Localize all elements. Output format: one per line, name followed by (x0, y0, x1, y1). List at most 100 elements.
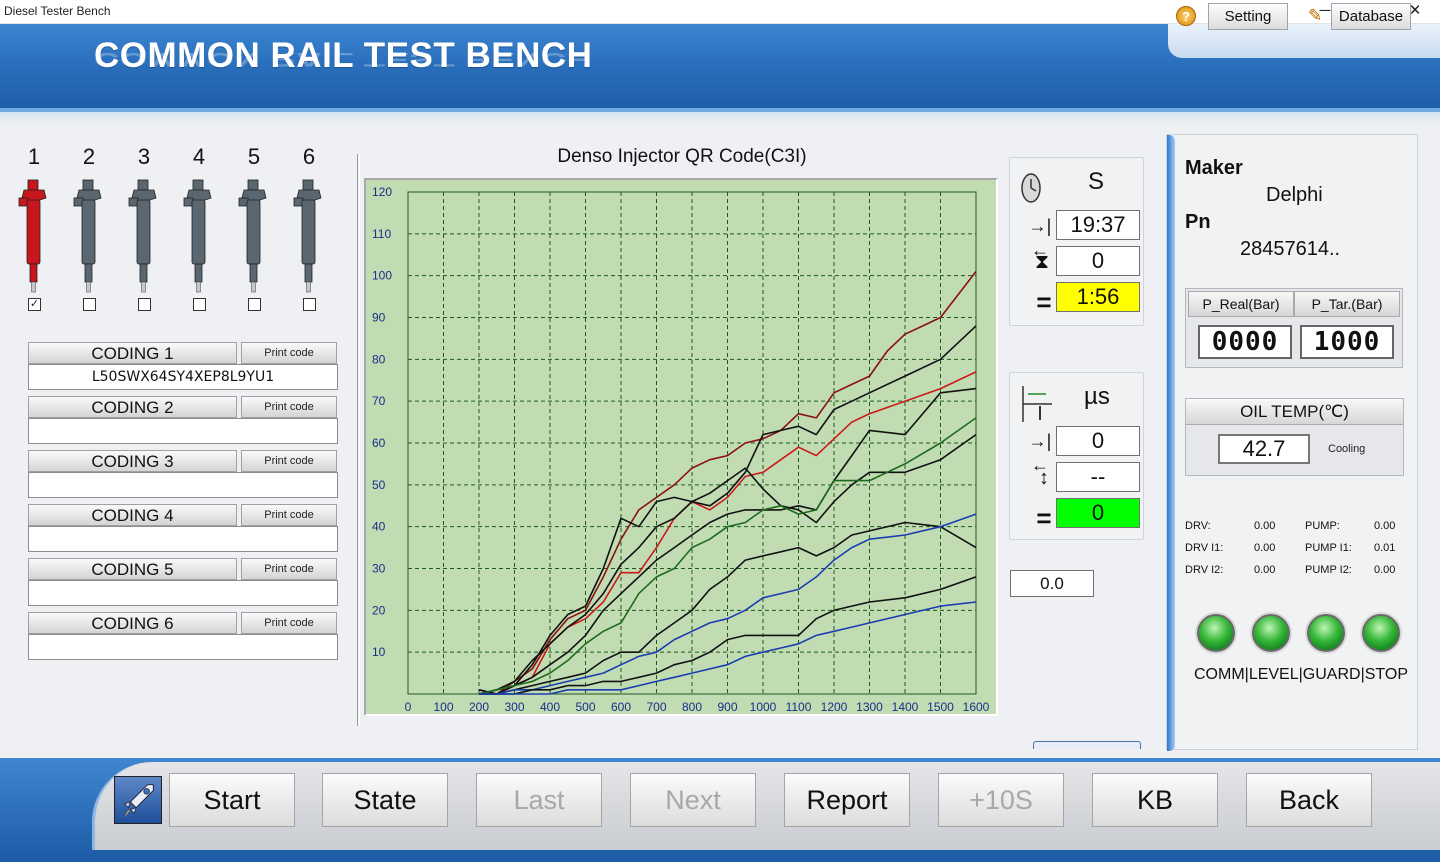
coding-3-field[interactable] (28, 472, 338, 498)
drv-i2-value: 0.00 (1254, 564, 1276, 576)
p-real-display: 0000 (1198, 325, 1292, 359)
coding-6-button[interactable]: CODING 6 (28, 612, 237, 634)
level-indicator (1252, 614, 1290, 652)
app-header: COMMON RAIL TEST BENCH COMMON RAIL TEST … (0, 24, 1440, 112)
coding-6-field[interactable] (28, 634, 338, 660)
x-tick-label: 1300 (856, 700, 883, 714)
injector-checkbox[interactable] (193, 298, 206, 311)
pump-i2-label: PUMP I2: (1305, 564, 1352, 576)
injector-checkbox[interactable] (138, 298, 151, 311)
p-target-display: 1000 (1300, 325, 1394, 359)
x-tick-label: 500 (575, 700, 595, 714)
coding-4-field[interactable] (28, 526, 338, 552)
maker-label: Maker (1185, 157, 1243, 179)
vertical-separator (357, 154, 360, 726)
state-button[interactable]: State (322, 773, 448, 827)
pump-i2-value: 0.00 (1374, 564, 1396, 576)
chart-area: 0 100 200 300 400 500 600 700 800 900 1000 1100 1200… (364, 178, 998, 716)
rocket-icon[interactable] (114, 776, 162, 824)
x-tick-label: 100 (433, 700, 453, 714)
y-tick-label: 120 (372, 185, 392, 199)
print-code-4-button[interactable]: Print code (241, 504, 337, 526)
pulse-unit: µs (1084, 383, 1110, 410)
app-title: COMMON RAIL TEST BENCH (94, 36, 593, 75)
last-button[interactable]: Last (476, 773, 602, 827)
coding-3-button[interactable]: CODING 3 (28, 450, 237, 472)
print-code-5-button[interactable]: Print code (241, 558, 337, 580)
print-code-1-button[interactable]: Print code (241, 342, 337, 364)
injector-icon[interactable] (236, 178, 272, 296)
x-tick-label: 1000 (750, 700, 777, 714)
injector-checkbox[interactable] (83, 298, 96, 311)
plus-10s-button[interactable]: +10S (938, 773, 1064, 827)
pn-label: Pn (1185, 211, 1211, 233)
oil-temp-value: 42.7 (1218, 434, 1310, 464)
y-tick-label: 40 (372, 520, 386, 534)
injector-checkbox[interactable] (303, 298, 316, 311)
injector-number: 6 (302, 144, 316, 169)
window-title: Diesel Tester Bench (4, 4, 111, 18)
injector-checkbox[interactable]: ✓ (28, 298, 41, 311)
drv-i2-label: DRV I2: (1185, 564, 1224, 576)
oil-temp-label: OIL TEMP(℃) (1186, 399, 1403, 425)
series-line-6 (478, 417, 977, 695)
guard-indicator (1307, 614, 1345, 652)
database-button[interactable]: Database (1331, 3, 1411, 30)
x-tick-label: 1100 (786, 700, 812, 714)
coding-2-field[interactable] (28, 418, 338, 444)
start-button[interactable]: Start (169, 773, 295, 827)
x-tick-label: 1400 (892, 700, 919, 714)
collapsed-tab[interactable] (1033, 741, 1141, 749)
injector-checkbox[interactable] (248, 298, 261, 311)
close-button[interactable]: ✕ (1408, 2, 1422, 19)
x-tick-label: 800 (682, 700, 702, 714)
y-tick-label: 80 (372, 352, 386, 366)
next-button[interactable]: Next (630, 773, 756, 827)
pn-value: 28457614.. (1240, 238, 1341, 260)
y-tick-label: 100 (372, 269, 392, 283)
x-tick-label: 0 (405, 700, 412, 714)
drv-value: 0.00 (1254, 520, 1276, 532)
stop-indicator (1362, 614, 1400, 652)
coding-2-button[interactable]: CODING 2 (28, 396, 237, 418)
injector-icon[interactable] (181, 178, 217, 296)
x-tick-label: 1600 (963, 700, 990, 714)
pump-value: 0.00 (1374, 520, 1396, 532)
indicator-labels: COMM|LEVEL|GUARD|STOP (1194, 666, 1408, 683)
injector-number: 1 (27, 144, 41, 169)
print-code-6-button[interactable]: Print code (241, 612, 337, 634)
injector-icon[interactable] (16, 178, 52, 296)
injector-icon[interactable] (126, 178, 162, 296)
injector-number: 2 (82, 144, 96, 169)
pump-i1-label: PUMP I1: (1305, 542, 1352, 554)
minimize-button[interactable]: ─ (1319, 2, 1331, 19)
coding-4-button[interactable]: CODING 4 (28, 504, 237, 526)
injector-icon[interactable] (291, 178, 327, 296)
header-divider (0, 108, 1440, 112)
y-tick-label: 90 (372, 311, 386, 325)
coding-5-button[interactable]: CODING 5 (28, 558, 237, 580)
injector-icon[interactable] (71, 178, 107, 296)
help-icon[interactable]: ? (1176, 6, 1196, 26)
coding-5-field[interactable] (28, 580, 338, 606)
extra-value-field: 0.0 (1010, 570, 1094, 597)
series-line-4 (478, 433, 977, 695)
setting-button[interactable]: Setting (1208, 3, 1288, 30)
maker-value: Delphi (1266, 184, 1323, 206)
coding-1-button[interactable]: CODING 1 (28, 342, 237, 364)
series-line-7 (479, 521, 977, 695)
report-button[interactable]: Report (784, 773, 910, 827)
time-unit: S (1088, 168, 1105, 195)
print-code-3-button[interactable]: Print code (241, 450, 337, 472)
coding-1-field[interactable]: L50SWX64SY4XEP8L9YU1 (28, 364, 338, 390)
print-code-2-button[interactable]: Print code (241, 396, 337, 418)
kb-button[interactable]: KB (1092, 773, 1218, 827)
pulse-icon (1022, 386, 1052, 422)
x-tick-label: 1200 (821, 700, 848, 714)
series-line-3 (478, 325, 977, 695)
y-tick-label: 50 (372, 478, 386, 492)
back-button[interactable]: Back (1246, 773, 1372, 827)
pump-label: PUMP: (1305, 520, 1340, 532)
y-tick-label: 10 (372, 645, 386, 659)
series-line-8 (479, 513, 977, 695)
